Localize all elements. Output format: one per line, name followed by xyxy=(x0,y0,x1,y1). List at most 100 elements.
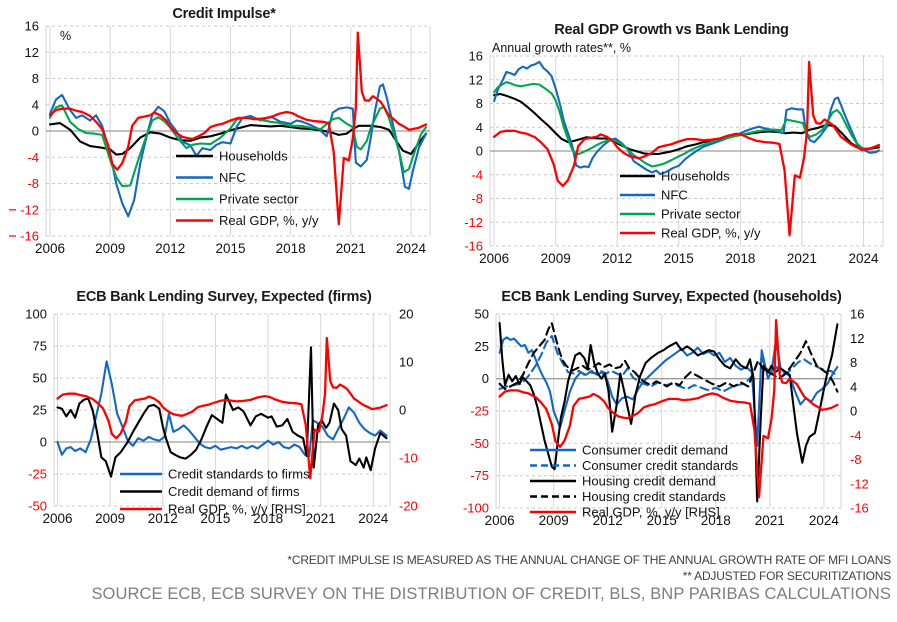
legend: Credit standards to firms Credit demand o… xyxy=(120,467,310,517)
series-real-gdp-y-y-rhs xyxy=(498,318,839,499)
svg-text:2006: 2006 xyxy=(35,241,65,256)
svg-text:-100: -100 xyxy=(463,501,489,516)
svg-text:0: 0 xyxy=(850,404,857,419)
chart-bls-households: 50 25 0 -25 -50 -75 -100 16 12 8 4 0 -4 -8 -12 -16 2006 2… xyxy=(448,288,895,542)
series-nfc xyxy=(493,60,880,176)
svg-text:-75: -75 xyxy=(470,468,489,483)
svg-text:Real GDP, %, y/y [RHS]: Real GDP, %, y/y [RHS] xyxy=(168,502,306,517)
chart-credit-impulse: 16 12 8 4 0 -4 -8 -12 -16 2006 2009 2012 2015 2018 202… xyxy=(8,4,440,266)
svg-text:-10: -10 xyxy=(399,451,418,466)
svg-text:-4: -4 xyxy=(471,167,483,182)
svg-text:4: 4 xyxy=(32,97,39,112)
svg-text:2009: 2009 xyxy=(95,511,125,526)
svg-text:2024: 2024 xyxy=(809,513,840,528)
series-real-gdp-y-y xyxy=(492,60,881,237)
svg-text:0: 0 xyxy=(482,371,489,386)
svg-text:25: 25 xyxy=(475,339,489,354)
svg-text:20: 20 xyxy=(399,307,413,322)
svg-text:2015: 2015 xyxy=(215,241,245,256)
svg-text:12: 12 xyxy=(25,45,39,60)
svg-text:50: 50 xyxy=(33,371,47,386)
svg-text:-50: -50 xyxy=(28,499,47,514)
chart-canvas: 16 12 8 4 0 -4 -8 -12 -16 2006 2009 2012 2015 2018 202… xyxy=(8,4,440,266)
gridlines xyxy=(45,25,431,237)
svg-text:0: 0 xyxy=(40,435,47,450)
svg-text:2024: 2024 xyxy=(358,511,389,526)
svg-text:2009: 2009 xyxy=(541,251,571,266)
series-consumer-credit-demand xyxy=(498,336,839,447)
svg-text:100: 100 xyxy=(25,307,47,322)
svg-text:12: 12 xyxy=(469,72,483,87)
svg-text:2021: 2021 xyxy=(755,513,785,528)
svg-text:-25: -25 xyxy=(470,404,489,419)
svg-text:2024: 2024 xyxy=(848,251,879,266)
svg-text:2009: 2009 xyxy=(95,241,125,256)
svg-text:2024: 2024 xyxy=(396,241,427,256)
svg-text:0: 0 xyxy=(399,403,406,418)
svg-text:Consumer credit demand: Consumer credit demand xyxy=(582,443,728,458)
series-credit-demand-of-firms xyxy=(56,346,388,478)
svg-text:2015: 2015 xyxy=(200,511,230,526)
source-line: SOURCE ECB, ECB SURVEY ON THE DISTRIBUTI… xyxy=(91,585,891,603)
chart-gdp-vs-bank-lending: 16 12 8 4 0 -4 -8 -12 -16 2006 2009 2012 2015 2018 202… xyxy=(448,2,895,278)
svg-text:-16: -16 xyxy=(464,239,483,254)
svg-text:2018: 2018 xyxy=(253,511,283,526)
svg-text:2012: 2012 xyxy=(593,513,623,528)
svg-text:-12: -12 xyxy=(850,476,869,491)
svg-text:25: 25 xyxy=(33,403,47,418)
svg-text:Credit demand of firms: Credit demand of firms xyxy=(168,484,300,499)
svg-text:8: 8 xyxy=(476,96,483,111)
series-real-gdp-y-y xyxy=(48,31,428,226)
svg-text:-4: -4 xyxy=(27,150,39,165)
svg-text:2018: 2018 xyxy=(276,241,306,256)
svg-text:-8: -8 xyxy=(471,191,483,206)
svg-text:Households: Households xyxy=(219,149,288,164)
svg-text:2006: 2006 xyxy=(485,513,515,528)
axis-unit-label: % xyxy=(60,29,71,43)
chart-title: Credit Impulse* xyxy=(172,6,276,22)
svg-text:2018: 2018 xyxy=(701,513,731,528)
svg-text:0: 0 xyxy=(476,144,483,159)
svg-text:Private sector: Private sector xyxy=(661,207,741,222)
svg-text:-4: -4 xyxy=(850,428,862,443)
svg-text:-16: -16 xyxy=(850,501,869,516)
footnote-securitizations: ** ADJUSTED FOR SECURITIZATIONS xyxy=(682,569,891,583)
legend: Households NFC Private sector Real GDP, %, … xyxy=(620,169,761,241)
chart-canvas-svg: 50 25 0 -25 -50 -75 -100 16 12 8 4 0 -4 -8 -12 -16 2006 2… xyxy=(463,307,869,529)
svg-text:-25: -25 xyxy=(28,467,47,482)
chart-canvas: 50 25 0 -25 -50 -75 -100 16 12 8 4 0 -4 -8 -12 -16 2006 2… xyxy=(448,288,895,542)
svg-text:2009: 2009 xyxy=(539,513,569,528)
svg-text:8: 8 xyxy=(32,71,39,86)
chart-title: Real GDP Growth vs Bank Lending xyxy=(554,22,789,38)
svg-text:2015: 2015 xyxy=(664,251,694,266)
svg-text:Real GDP, %, y/y [RHS]: Real GDP, %, y/y [RHS] xyxy=(582,505,720,520)
chart-canvas: 16 12 8 4 0 -4 -8 -12 -16 2006 2009 2012 2015 2018 202… xyxy=(448,2,895,278)
series-credit-standards-to-firms xyxy=(56,360,388,458)
svg-text:-16: -16 xyxy=(20,229,39,244)
svg-text:2015: 2015 xyxy=(647,513,677,528)
svg-text:Real GDP, %, y/y: Real GDP, %, y/y xyxy=(661,226,761,241)
svg-text:2012: 2012 xyxy=(602,251,632,266)
svg-text:-20: -20 xyxy=(399,499,418,514)
gridlines xyxy=(495,313,842,509)
legend: Households NFC Private sector Real GDP, %, … xyxy=(176,149,319,228)
svg-text:75: 75 xyxy=(33,339,47,354)
svg-text:8: 8 xyxy=(850,355,857,370)
svg-text:16: 16 xyxy=(850,307,864,322)
svg-text:50: 50 xyxy=(475,307,489,322)
series-housing-credit-standards xyxy=(498,322,839,393)
svg-text:Real GDP, %, y/y: Real GDP, %, y/y xyxy=(219,213,319,228)
svg-text:2006: 2006 xyxy=(42,511,72,526)
svg-text:Housing credit standards: Housing credit standards xyxy=(582,489,726,504)
svg-text:2021: 2021 xyxy=(787,251,817,266)
svg-text:4: 4 xyxy=(850,379,857,394)
svg-text:2021: 2021 xyxy=(336,241,366,256)
footnote-credit-impulse: *CREDIT IMPULSE IS MEASURED AS THE ANNUA… xyxy=(287,553,891,567)
svg-text:2012: 2012 xyxy=(148,511,178,526)
